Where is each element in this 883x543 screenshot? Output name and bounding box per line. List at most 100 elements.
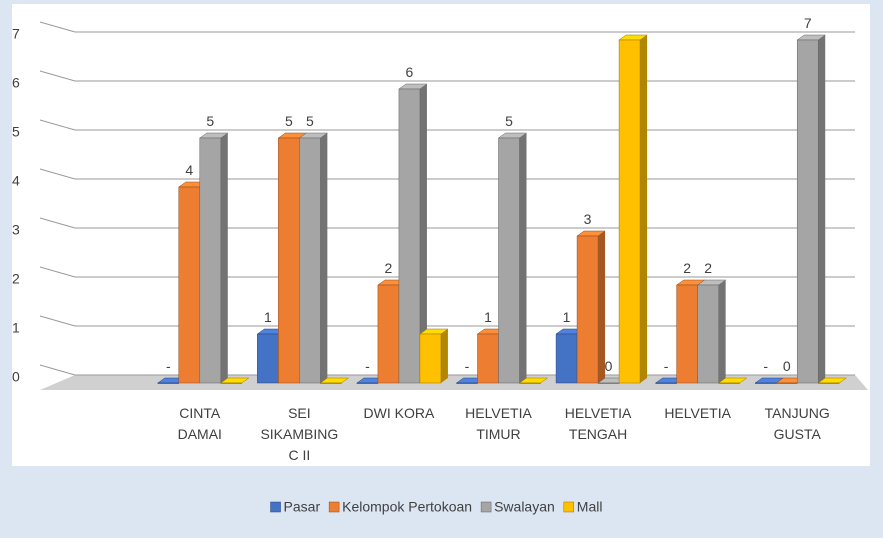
data-label: 1 (484, 309, 492, 325)
x-tick-label: DWI KORA (364, 405, 435, 421)
bar-front (356, 382, 379, 384)
data-label: 5 (285, 113, 293, 129)
bar-front (278, 137, 300, 384)
bar-front (419, 333, 442, 384)
grid-line (39, 168, 76, 180)
x-tick-label: HELVETIA TENGAH (565, 405, 632, 442)
y-tick-label: 1 (12, 320, 20, 336)
data-label: 2 (385, 260, 393, 276)
y-tick-label: 0 (12, 369, 20, 385)
data-label: 4 (185, 162, 193, 178)
bar (398, 83, 428, 384)
grid-line (39, 70, 76, 82)
bar-side (419, 84, 427, 383)
bar-front (754, 382, 777, 384)
bar-front (618, 39, 641, 384)
bar-front (178, 186, 201, 384)
data-label: 2 (683, 260, 691, 276)
y-tick-label: 3 (12, 222, 20, 238)
grid-line (39, 217, 76, 229)
bar (298, 132, 329, 384)
bar-front (555, 333, 578, 384)
x-tick-label: HELVETIA (664, 405, 731, 421)
bar-front (775, 382, 798, 384)
data-label: - (763, 358, 768, 374)
y-tick-label: 6 (12, 75, 20, 91)
bar-side (519, 133, 527, 383)
x-tick-label: TANJUNG GUSTA (765, 405, 830, 442)
bar-front (377, 284, 400, 384)
bar-front (477, 333, 499, 384)
bar (817, 377, 847, 384)
bar (199, 132, 229, 384)
bar-front (320, 382, 342, 384)
legend-swatch (270, 501, 281, 513)
bar-front (676, 284, 698, 384)
y-tick-label: 7 (12, 26, 20, 42)
grid-line (39, 21, 76, 33)
x-tick-label: HELVETIA TIMUR (465, 405, 532, 442)
bar-front (157, 382, 180, 384)
data-label: 7 (804, 15, 812, 31)
bar-front (398, 88, 421, 384)
data-label: 0 (605, 358, 613, 374)
bar-side (320, 133, 328, 383)
legend-swatch (480, 501, 492, 513)
data-label: 3 (584, 211, 592, 227)
x-tick-label: CINTA DAMAI (178, 405, 222, 442)
bar-front (576, 235, 599, 384)
bar (754, 377, 784, 384)
bar-front (498, 137, 520, 384)
bar-front (220, 382, 243, 384)
data-label: 5 (206, 113, 214, 129)
bar-side (718, 280, 726, 383)
bar-front (456, 382, 478, 384)
bar-front (718, 382, 740, 384)
grid-line (39, 119, 76, 131)
legend: Pasar Kelompok Pertokoan Swalayan Mall (270, 499, 603, 515)
legend-label: Mall (577, 499, 603, 515)
data-label: 2 (704, 260, 712, 276)
bar (618, 34, 648, 384)
bar (497, 132, 528, 384)
bar-front (697, 284, 719, 384)
bar (717, 377, 748, 384)
bar (518, 377, 549, 384)
bar-front (597, 382, 620, 384)
x-tick-label: SEI SIKAMBING C II (260, 405, 338, 463)
bar (796, 34, 826, 384)
bar-side (440, 329, 448, 383)
bar (576, 230, 606, 384)
data-label: 1 (563, 309, 571, 325)
data-label: 1 (264, 309, 272, 325)
bar-front (299, 137, 321, 384)
data-label: 5 (505, 113, 513, 129)
bar-side (598, 231, 606, 383)
bar-front (519, 382, 541, 384)
bar-front (199, 137, 222, 384)
bar (419, 328, 449, 384)
bar (220, 377, 250, 384)
bar-front (817, 382, 840, 384)
grid-line (39, 364, 76, 376)
plot-panel (12, 4, 870, 466)
data-label: - (365, 358, 370, 374)
y-tick-label: 5 (12, 124, 20, 140)
grid-line (39, 315, 76, 327)
bar-side (220, 133, 228, 383)
legend-label: Swalayan (494, 499, 555, 515)
bar-front (257, 333, 279, 384)
data-label: 6 (406, 64, 414, 80)
legend-swatch (563, 501, 575, 513)
grid-line (39, 266, 76, 278)
bar-side (640, 35, 648, 383)
bar-front (655, 382, 677, 384)
bar (696, 279, 727, 384)
legend-label: Kelompok Pertokoan (342, 499, 472, 515)
bar-side (818, 35, 826, 383)
data-label: 0 (783, 358, 791, 374)
y-tick-label: 2 (12, 271, 20, 287)
data-label: - (166, 358, 171, 374)
data-label: - (664, 358, 669, 374)
